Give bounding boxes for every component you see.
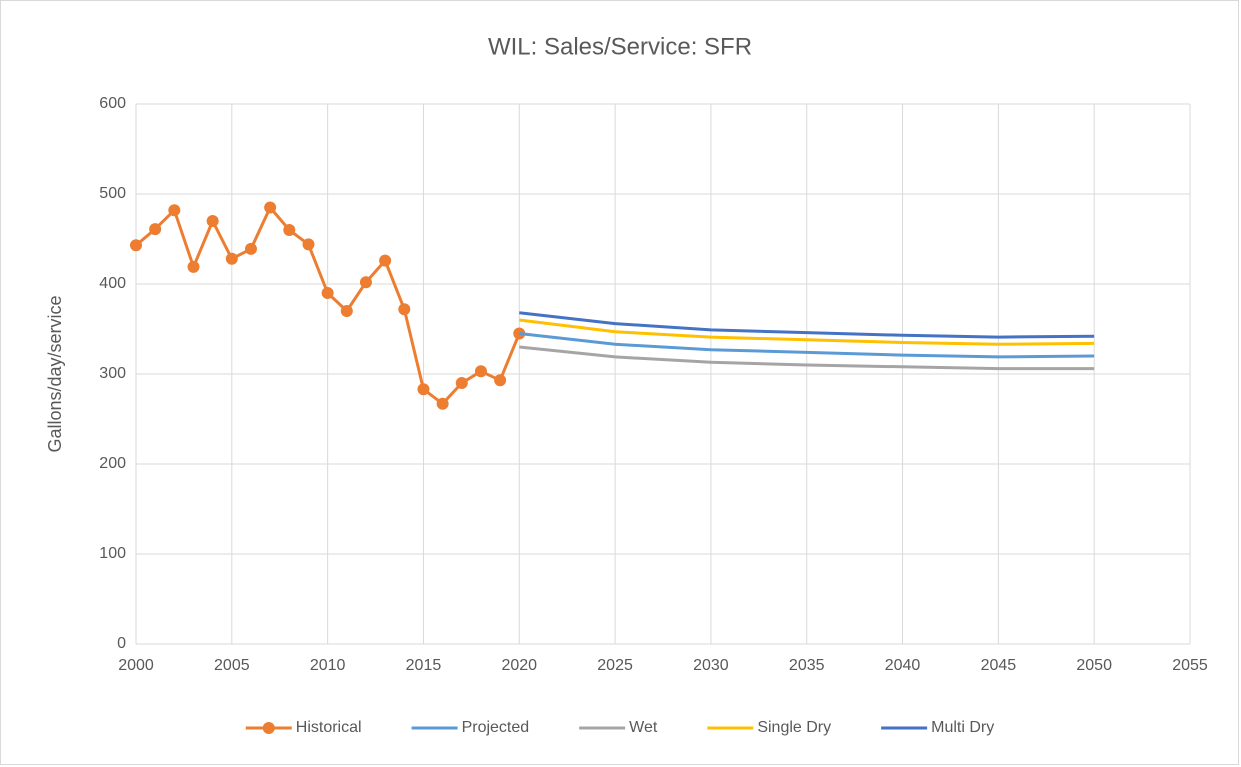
data-point <box>130 239 142 252</box>
y-tick-label: 0 <box>117 635 126 652</box>
y-tick-label: 100 <box>99 545 126 562</box>
x-tick-label: 2005 <box>214 657 250 674</box>
y-tick-label: 200 <box>99 455 126 472</box>
data-point <box>379 254 392 267</box>
x-tick-label: 2050 <box>1076 657 1112 674</box>
legend-label: Wet <box>629 719 658 736</box>
data-point <box>359 276 372 289</box>
series-line <box>519 345 1095 371</box>
data-point <box>187 260 200 273</box>
x-tick-label: 2010 <box>310 657 346 674</box>
series-line <box>519 332 1095 359</box>
data-point <box>225 252 238 265</box>
data-point <box>264 201 277 214</box>
data-point <box>149 223 162 236</box>
x-tick-label: 2040 <box>885 657 921 674</box>
x-tick-label: 2030 <box>693 657 729 674</box>
y-axis-label: Gallons/day/service <box>45 295 65 452</box>
data-point <box>494 374 507 387</box>
data-point <box>206 215 219 227</box>
y-tick-label: 400 <box>99 275 126 292</box>
legend-label: Historical <box>296 719 362 736</box>
y-tick-label: 600 <box>99 95 126 112</box>
data-point <box>283 224 296 236</box>
x-tick-label: 2000 <box>118 657 154 674</box>
x-tick-label: 2025 <box>597 657 633 674</box>
series-line <box>519 311 1095 339</box>
data-point <box>340 305 353 317</box>
legend-label: Multi Dry <box>931 719 994 736</box>
x-tick-label: 2020 <box>501 657 537 674</box>
legend-label: Single Dry <box>757 719 831 736</box>
y-tick-label: 300 <box>99 365 126 382</box>
data-point <box>417 383 430 396</box>
data-point <box>302 238 315 251</box>
x-tick-label: 2045 <box>981 657 1017 674</box>
data-point <box>474 365 487 378</box>
data-point <box>455 377 468 389</box>
data-point <box>398 303 411 316</box>
data-point <box>436 397 449 410</box>
legend-marker <box>262 722 275 734</box>
y-tick-label: 500 <box>99 185 126 202</box>
x-tick-label: 2035 <box>789 657 825 674</box>
data-point <box>244 242 257 255</box>
series-line <box>519 318 1095 346</box>
data-point <box>168 204 181 217</box>
legend-label: Projected <box>462 719 530 736</box>
x-tick-label: 2055 <box>1172 657 1208 674</box>
data-point <box>321 287 334 299</box>
x-tick-label: 2015 <box>406 657 442 674</box>
chart-title: WIL: Sales/Service: SFR <box>488 33 752 60</box>
